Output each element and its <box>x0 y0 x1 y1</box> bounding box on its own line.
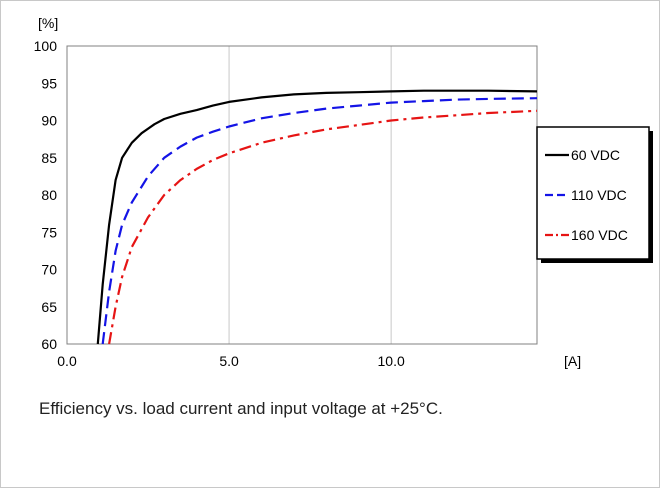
series-line-0 <box>96 89 538 345</box>
efficiency-chart: 60 65 70 75 80 85 90 95 100 0.0 5.0 10.0 [%] [A] 6… <box>34 15 653 369</box>
y-tick-label: 65 <box>41 299 57 315</box>
legend: 60 VDC 110 VDC 160 VDC <box>536 126 653 263</box>
x-tick-labels: 0.0 5.0 10.0 <box>57 353 405 369</box>
y-tick-label: 80 <box>41 187 57 203</box>
legend-label-1: 110 VDC <box>571 187 627 203</box>
y-tick-label: 90 <box>41 113 57 129</box>
y-tick-label: 75 <box>41 224 57 240</box>
y-tick-label: 60 <box>41 336 57 352</box>
series-line-2 <box>108 109 538 345</box>
y-tick-label: 100 <box>34 38 58 54</box>
x-tick-label: 5.0 <box>219 353 239 369</box>
y-axis-label: [%] <box>38 15 58 31</box>
legend-items: 60 VDC 110 VDC 160 VDC <box>545 147 628 243</box>
y-tick-labels: 60 65 70 75 80 85 90 95 100 <box>34 38 58 352</box>
y-tick-label: 95 <box>41 75 57 91</box>
series-layer <box>96 89 538 345</box>
y-tick-label: 70 <box>41 262 57 278</box>
legend-label-0: 60 VDC <box>571 147 620 163</box>
x-axis-label: [A] <box>564 353 581 369</box>
series-line-1 <box>101 97 538 345</box>
x-tick-label: 10.0 <box>378 353 405 369</box>
y-tick-label: 85 <box>41 150 57 166</box>
legend-label-2: 160 VDC <box>571 227 628 243</box>
x-tick-label: 0.0 <box>57 353 77 369</box>
figure-caption: Efficiency vs. load current and input vo… <box>39 399 443 418</box>
grid-layer <box>228 46 392 344</box>
legend-box <box>536 126 650 260</box>
